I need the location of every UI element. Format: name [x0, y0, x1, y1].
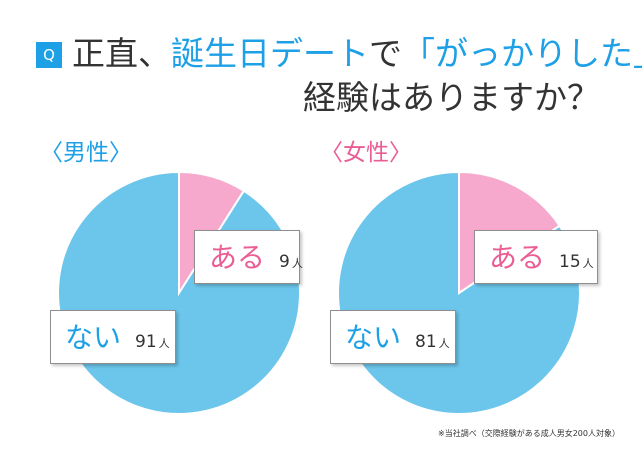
- title-prefix: 正直、: [72, 34, 171, 73]
- male-yes-value: 9: [279, 252, 290, 272]
- female-yes-label: ある: [489, 241, 546, 274]
- female-chart-title: 〈女性〉: [320, 140, 412, 166]
- male-yes-callout: ある 9 人: [194, 230, 303, 284]
- female-no-value: 81: [415, 332, 437, 352]
- female-yes-callout: ある 15 人: [474, 230, 598, 284]
- female-no-callout: ない 81 人: [330, 310, 456, 364]
- male-yes-unit: 人: [291, 257, 303, 270]
- female-no-unit: 人: [438, 337, 450, 350]
- male-yes-label: ある: [209, 241, 266, 274]
- male-no-unit: 人: [158, 337, 170, 350]
- female-no-label: ない: [345, 321, 402, 354]
- footnote: ※当社調べ（交際経験がある成人男女200人対象）: [438, 429, 620, 438]
- title-highlight: 誕生日デート: [171, 34, 369, 73]
- title-mid: で: [369, 34, 402, 73]
- question-badge: Q: [36, 42, 62, 68]
- male-no-value: 91: [135, 332, 157, 352]
- male-no-label: ない: [65, 321, 122, 354]
- male-pie-slice-no: [58, 172, 300, 414]
- male-no-callout: ない 91 人: [50, 310, 176, 364]
- page-title-line2: 経験はありますか？: [303, 78, 600, 117]
- male-chart-title: 〈男性〉: [40, 140, 132, 166]
- female-pie-chart: [338, 172, 580, 414]
- title-highlight-quote: 「がっかりした」: [402, 34, 642, 73]
- female-yes-value: 15: [559, 252, 581, 272]
- page-title-line1: 正直、誕生日デートで「がっかりした」: [72, 34, 642, 74]
- male-pie-chart: [58, 172, 300, 414]
- female-yes-unit: 人: [582, 257, 594, 270]
